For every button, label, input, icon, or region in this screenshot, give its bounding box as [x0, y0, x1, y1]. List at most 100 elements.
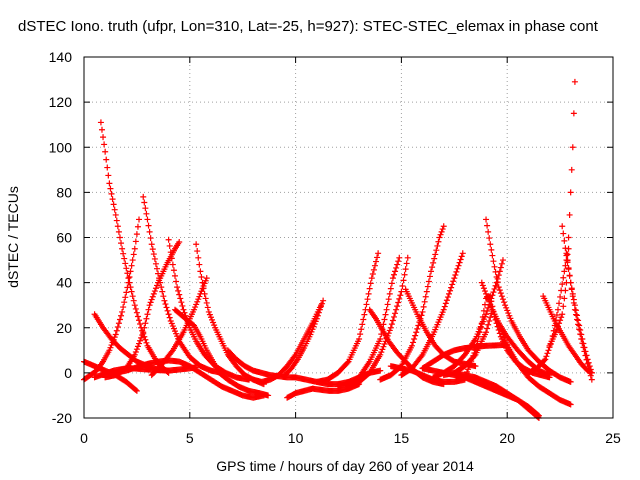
data-point — [309, 326, 316, 333]
data-point — [120, 304, 127, 311]
data-point — [206, 311, 213, 318]
data-point — [389, 317, 396, 324]
data-point — [559, 311, 566, 318]
data-point — [108, 190, 115, 197]
data-point — [428, 268, 435, 275]
data-point — [584, 360, 591, 367]
data-point — [161, 297, 168, 304]
data-point — [410, 339, 417, 346]
data-point — [561, 295, 568, 302]
data-point — [313, 315, 320, 322]
x-axis-label: GPS time / hours of day 260 of year 2014 — [216, 458, 474, 474]
data-point — [149, 246, 156, 253]
data-point — [432, 251, 439, 258]
data-point — [122, 260, 129, 267]
y-tick-label: 80 — [56, 184, 72, 200]
data-point — [181, 309, 188, 316]
data-point — [395, 299, 402, 306]
data-point — [132, 238, 139, 245]
data-point — [567, 189, 574, 196]
data-point — [132, 387, 139, 394]
data-point — [148, 296, 155, 303]
data-point — [165, 311, 172, 318]
data-point — [152, 285, 159, 292]
data-point — [195, 254, 202, 261]
data-point — [158, 284, 165, 291]
y-tick-label: 20 — [56, 320, 72, 336]
data-point — [101, 141, 108, 148]
data-point — [312, 318, 319, 325]
data-point — [461, 374, 468, 381]
data-point — [126, 279, 133, 286]
data-point — [562, 287, 569, 294]
data-point — [415, 322, 422, 329]
data-point — [577, 331, 584, 338]
data-point — [122, 294, 129, 301]
data-point — [499, 257, 506, 264]
data-point — [168, 348, 175, 355]
data-point — [469, 355, 476, 362]
data-point — [394, 261, 401, 268]
series-arc-32 — [483, 216, 574, 385]
data-point — [395, 258, 402, 265]
data-point — [534, 414, 541, 421]
data-point — [104, 164, 111, 171]
data-point — [159, 288, 166, 295]
data-point — [143, 339, 150, 346]
data-point — [585, 359, 592, 366]
data-point — [442, 300, 449, 307]
data-point — [398, 288, 405, 295]
data-point — [498, 260, 505, 267]
data-point — [554, 323, 561, 330]
data-point — [426, 273, 433, 280]
data-point — [553, 311, 560, 318]
data-point — [541, 357, 548, 364]
data-point — [483, 329, 490, 336]
data-point — [114, 223, 121, 230]
data-point — [418, 353, 425, 360]
data-point — [462, 371, 469, 378]
data-point — [134, 223, 141, 230]
data-point — [438, 228, 445, 235]
data-point — [381, 316, 388, 323]
data-point — [163, 304, 170, 311]
data-point — [381, 340, 388, 347]
data-point — [136, 216, 143, 223]
data-point — [478, 279, 485, 286]
data-point — [484, 325, 491, 332]
data-point — [364, 296, 371, 303]
data-point — [144, 311, 151, 318]
data-point — [439, 226, 446, 233]
data-point — [107, 344, 114, 351]
data-point — [384, 301, 391, 308]
data-point — [147, 235, 154, 242]
data-point — [310, 323, 317, 330]
data-point — [490, 258, 497, 265]
data-point — [118, 312, 125, 319]
data-point — [501, 299, 508, 306]
data-point — [481, 288, 488, 295]
series-arc-38 — [563, 250, 595, 383]
data-point — [133, 231, 140, 238]
data-point — [449, 281, 456, 288]
data-point — [572, 311, 579, 318]
data-point — [565, 264, 572, 271]
data-point — [492, 268, 499, 275]
data-point — [367, 280, 374, 287]
data-point — [139, 332, 146, 339]
data-point — [475, 333, 482, 340]
data-point — [146, 228, 153, 235]
data-point — [450, 278, 457, 285]
series-arc-30 — [440, 306, 574, 408]
data-point — [344, 359, 351, 366]
data-point — [193, 301, 200, 308]
data-point — [308, 328, 315, 335]
data-point — [485, 321, 492, 328]
data-point — [98, 126, 105, 133]
data-point — [195, 296, 202, 303]
data-point — [368, 275, 375, 282]
data-point — [141, 324, 148, 331]
data-point — [107, 185, 114, 192]
data-point — [358, 326, 365, 333]
data-point — [134, 313, 141, 320]
